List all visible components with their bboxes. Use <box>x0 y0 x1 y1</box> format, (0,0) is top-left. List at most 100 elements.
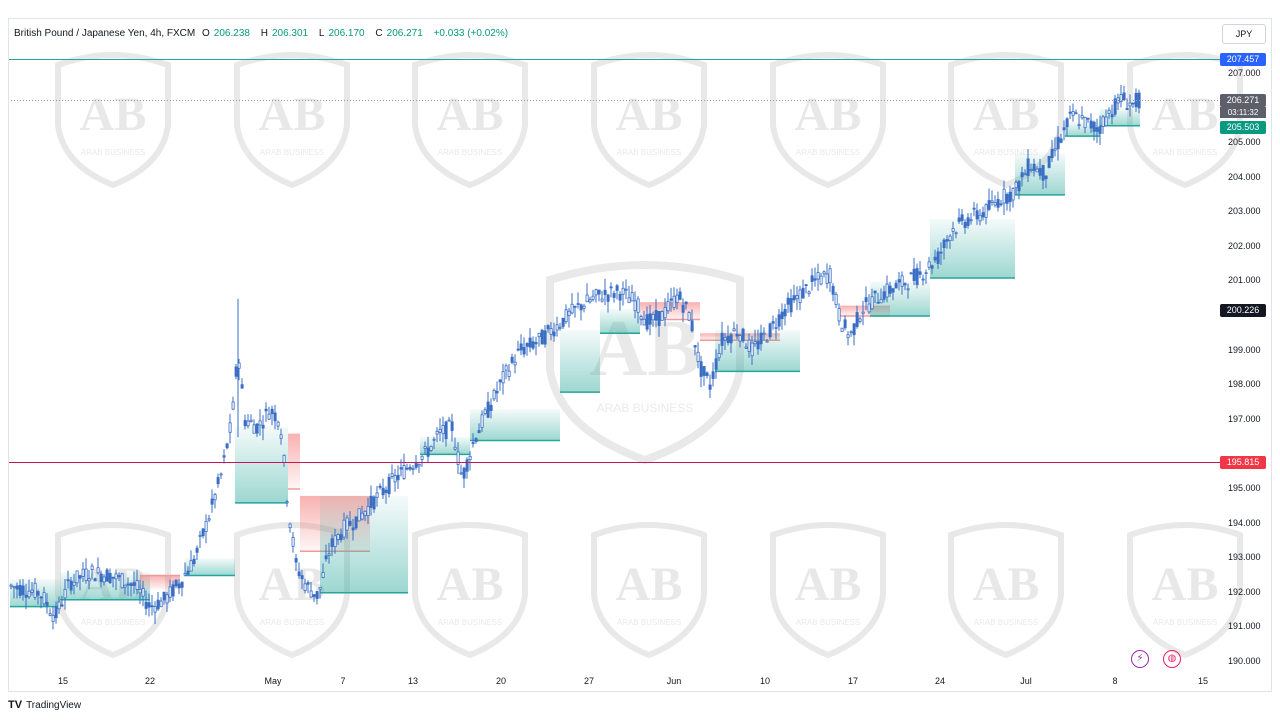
candle-body <box>156 599 160 610</box>
candle-body <box>468 455 472 461</box>
candle-body <box>147 602 151 608</box>
price-tick: 193.000 <box>1228 552 1261 563</box>
candle-body <box>405 467 409 470</box>
candle-body <box>1005 193 1009 204</box>
candle-body <box>216 477 220 485</box>
candle-body <box>504 365 508 371</box>
candle-body <box>396 474 400 481</box>
candle-body <box>351 527 355 531</box>
candle-body <box>645 314 649 330</box>
candle-body <box>525 343 529 347</box>
candle-body <box>417 464 421 467</box>
candle-body <box>39 596 43 599</box>
currency-button[interactable]: JPY <box>1222 24 1266 44</box>
candle-body <box>549 328 553 335</box>
candle-body <box>765 340 769 343</box>
candle-body <box>591 295 595 300</box>
candle-body <box>402 465 406 479</box>
candle-body <box>828 268 832 284</box>
candle-body <box>687 312 691 321</box>
candle-body <box>600 298 604 302</box>
candle-body <box>111 576 115 579</box>
tradingview-logo[interactable]: TV TradingView <box>8 699 81 711</box>
candle-body <box>807 291 811 294</box>
candle-body <box>9 584 13 587</box>
candle-body <box>996 198 1000 208</box>
time-tick: 20 <box>495 676 507 686</box>
svg-text:ARAB BUSINESS: ARAB BUSINESS <box>974 618 1038 627</box>
candle-body <box>825 273 829 284</box>
svg-text:ARAB BUSINESS: ARAB BUSINESS <box>796 618 860 627</box>
candle-body <box>453 446 457 450</box>
price-tick: 203.000 <box>1228 206 1261 217</box>
candle-body <box>315 591 319 599</box>
candle-body <box>630 292 634 302</box>
svg-text:AB: AB <box>437 558 504 611</box>
candle-body <box>843 319 847 329</box>
candle-body <box>132 582 136 586</box>
trailing-stop-fill <box>600 309 640 334</box>
candle-body <box>393 475 397 483</box>
candle-body <box>1089 120 1093 129</box>
svg-text:AB: AB <box>795 88 862 141</box>
candle-body <box>1107 109 1111 114</box>
candle-body <box>249 419 253 422</box>
svg-text:AB: AB <box>795 558 862 611</box>
candle-body <box>150 605 154 608</box>
candle-body <box>171 584 175 597</box>
candle-body <box>978 214 982 222</box>
candle-body <box>861 311 865 315</box>
candle-body <box>684 301 688 305</box>
candle-body <box>1008 191 1012 203</box>
svg-text:ARAB BUSINESS: ARAB BUSINESS <box>260 148 324 157</box>
candle-body <box>594 289 598 296</box>
globe-icon[interactable]: ◍ <box>1163 650 1181 668</box>
candle-body <box>795 295 799 300</box>
candle-body <box>879 299 883 304</box>
candle-body <box>492 389 496 400</box>
candle-body <box>63 588 67 599</box>
candle-body <box>522 346 526 355</box>
candle-body <box>579 304 583 311</box>
candle-body <box>336 534 340 540</box>
candle-body <box>387 476 391 495</box>
candle-body <box>60 604 64 607</box>
candle-body <box>768 323 772 338</box>
candle-body <box>942 239 946 249</box>
candle-body <box>168 586 172 598</box>
svg-text:ARAB BUSINESS: ARAB BUSINESS <box>617 618 681 627</box>
candle-body <box>348 520 352 526</box>
candle-body <box>858 318 862 322</box>
candle-body <box>162 591 166 601</box>
candle-body <box>1125 108 1129 110</box>
candle-body <box>870 296 874 310</box>
time-tick: 7 <box>340 676 346 686</box>
price-tick: 201.000 <box>1228 275 1261 286</box>
time-tick: May <box>264 676 282 686</box>
candle-body <box>438 428 442 433</box>
candle-body <box>738 335 742 342</box>
lightning-icon[interactable]: ⚡ <box>1131 650 1149 668</box>
candle-body <box>654 310 658 321</box>
candle-body <box>837 308 841 322</box>
candle-body <box>120 573 124 589</box>
candle-body <box>195 547 199 553</box>
candle-body <box>1074 112 1078 115</box>
candle-body <box>990 200 994 203</box>
candle-body <box>882 291 886 300</box>
candle-body <box>615 285 619 291</box>
candle-body <box>1083 116 1087 129</box>
symbol-title[interactable]: British Pound / Japanese Yen, 4h, FXCM <box>14 28 196 39</box>
candle-body <box>651 314 655 321</box>
candle-body <box>204 520 208 532</box>
svg-text:AB: AB <box>80 88 147 141</box>
candle-body <box>303 583 307 592</box>
candle-body <box>267 413 271 420</box>
svg-text:ARAB BUSINESS: ARAB BUSINESS <box>617 148 681 157</box>
candle-body <box>30 589 34 593</box>
candle-body <box>585 294 589 303</box>
candle-body <box>546 325 550 330</box>
candle-body <box>915 268 919 286</box>
